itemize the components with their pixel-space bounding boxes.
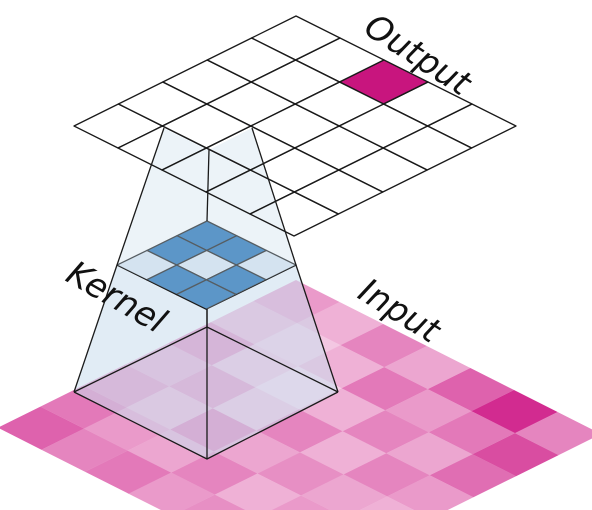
kernel-cell [175, 279, 237, 310]
input-cell [127, 429, 214, 473]
input-cell [128, 472, 215, 510]
pyramid-upper-edge-left [116, 127, 165, 266]
input-cell [40, 385, 127, 429]
input-cell [427, 368, 514, 412]
input-cell [384, 346, 471, 390]
input-cell [84, 407, 171, 451]
pyramid-upper-edge-center [206, 149, 210, 222]
receptive-field-upper [116, 127, 297, 309]
input-cell [271, 495, 330, 510]
input-cell [85, 450, 172, 494]
input-cell [300, 431, 387, 475]
input-cell [472, 433, 559, 477]
input-cell [214, 473, 301, 510]
input-cell [0, 406, 84, 450]
input-cell [341, 367, 428, 411]
kernel-grid [116, 220, 297, 310]
pyramid-edge-right [295, 264, 339, 393]
input-cell [183, 494, 246, 510]
pyramid-upper-edge-right [251, 127, 297, 266]
input-cell [297, 302, 384, 346]
output-grid [73, 15, 517, 237]
pyramid-edge-left [73, 264, 118, 393]
input-cell [343, 453, 430, 497]
input-cell [385, 389, 472, 433]
input-cell [428, 411, 515, 455]
input-cell [359, 496, 415, 510]
input-cell [387, 475, 474, 510]
input-cell [471, 390, 558, 434]
input-cell [386, 432, 473, 476]
input-cell [171, 451, 258, 495]
input-cell [429, 454, 516, 498]
pyramid-fill [74, 221, 338, 459]
input-cell [41, 428, 128, 472]
input-cell [257, 452, 344, 496]
input-cell [301, 474, 388, 510]
input-cell [340, 324, 427, 368]
output-cell [249, 191, 340, 237]
input-cell [342, 410, 429, 454]
input-cell [515, 412, 592, 456]
